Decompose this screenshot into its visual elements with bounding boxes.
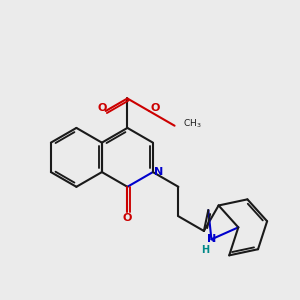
Text: O: O: [98, 103, 107, 113]
Text: O: O: [123, 213, 132, 223]
Text: N: N: [207, 234, 216, 244]
Text: N: N: [154, 167, 163, 177]
Text: H: H: [201, 245, 209, 255]
Text: O: O: [151, 103, 160, 113]
Text: CH$_3$: CH$_3$: [183, 118, 202, 130]
